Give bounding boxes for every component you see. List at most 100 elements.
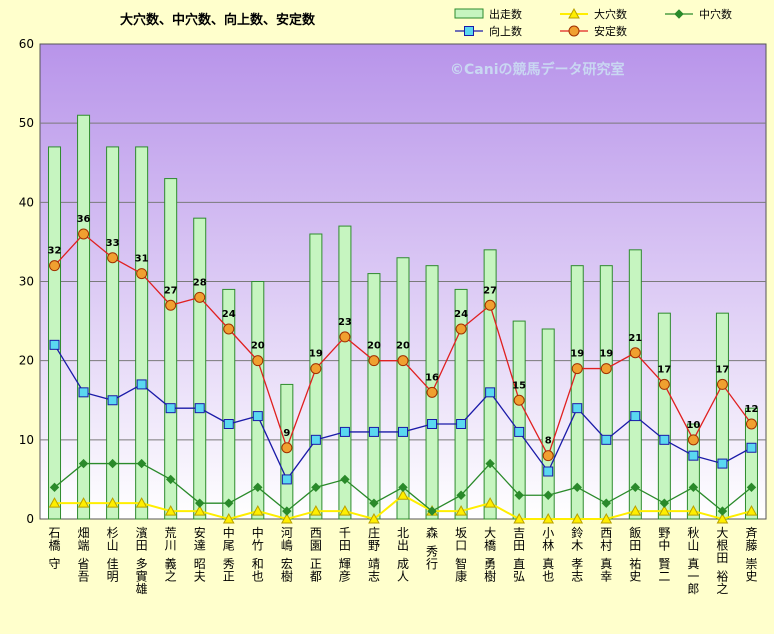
bar-shusso — [454, 288, 468, 520]
data-label-antei: 16 — [425, 372, 439, 383]
point-koujou — [601, 434, 612, 445]
bar-shusso — [309, 233, 323, 520]
legend-label: 大穴数 — [594, 7, 627, 21]
point-koujou — [746, 442, 757, 453]
point-daiana — [339, 505, 351, 516]
bar-shusso — [367, 273, 381, 520]
x-tick-label: 中尾 秀正 — [223, 525, 235, 584]
point-chuana — [78, 458, 89, 469]
legend-swatch-shusso — [454, 8, 484, 19]
point-chuana — [340, 474, 350, 485]
bar-shusso — [106, 146, 120, 520]
point-daiana — [368, 512, 380, 524]
point-daiana — [455, 505, 467, 516]
point-daiana — [542, 512, 555, 524]
point-chuana — [630, 482, 641, 493]
bar-shusso — [164, 178, 178, 520]
point-chuana — [369, 498, 379, 508]
point-daiana — [222, 512, 235, 524]
point-antei — [49, 260, 61, 272]
x-tick-label: 斉藤 崇史 — [745, 525, 757, 584]
y-tick-label: 50 — [19, 116, 34, 130]
point-daiana — [397, 489, 409, 500]
point-chuana — [601, 498, 611, 508]
point-chuana — [688, 482, 699, 493]
bar-shusso — [77, 114, 91, 520]
data-label-antei: 17 — [715, 364, 729, 375]
point-koujou — [281, 474, 292, 485]
point-chuana — [136, 458, 147, 469]
point-chuana — [253, 482, 263, 493]
point-chuana — [427, 506, 437, 516]
point-daiana — [135, 497, 148, 508]
data-label-antei: 10 — [686, 420, 700, 431]
point-daiana — [251, 505, 264, 516]
point-koujou — [107, 395, 118, 406]
point-koujou — [78, 387, 89, 398]
point-daiana — [193, 505, 206, 516]
data-label-antei: 24 — [222, 309, 236, 320]
bar-shusso — [48, 146, 62, 520]
bar-shusso — [570, 265, 584, 520]
point-chuana — [165, 474, 176, 485]
x-tick-label: 濱田 多實雄 — [136, 526, 148, 596]
point-antei — [368, 355, 380, 367]
bar-shusso — [715, 312, 729, 520]
point-chuana — [456, 490, 466, 500]
y-tick-label: 10 — [19, 433, 34, 447]
point-koujou — [485, 387, 496, 398]
x-tick-label: 安達 昭夫 — [194, 525, 206, 584]
point-daiana — [513, 512, 526, 524]
data-label-antei: 12 — [745, 404, 759, 415]
x-tick-label: 大根田 裕之 — [716, 526, 728, 596]
point-koujou — [368, 426, 379, 437]
point-koujou — [223, 419, 234, 429]
data-label-antei: 20 — [367, 341, 381, 352]
point-daiana — [629, 505, 642, 516]
point-daiana — [106, 497, 119, 508]
point-antei — [107, 252, 119, 264]
point-antei — [658, 378, 670, 390]
x-tick-label: 杉山 佳明 — [107, 526, 119, 584]
point-daiana — [571, 512, 584, 524]
bar-shusso — [686, 423, 700, 520]
point-antei — [194, 291, 206, 303]
legend-label: 安定数 — [594, 24, 627, 38]
point-koujou — [252, 411, 263, 422]
point-chuana — [514, 490, 524, 500]
point-chuana — [746, 482, 757, 493]
point-antei — [716, 378, 728, 390]
point-chuana — [311, 482, 321, 493]
point-koujou — [572, 403, 583, 414]
bar-shusso — [628, 249, 642, 520]
point-daiana — [164, 505, 177, 516]
data-label-antei: 9 — [283, 428, 290, 439]
point-antei — [310, 363, 322, 375]
x-tick-label: 坂口 智康 — [455, 526, 467, 584]
x-tick-label: 千田 輝彦 — [339, 526, 351, 584]
data-label-antei: 33 — [106, 238, 120, 249]
x-tick-label: 中竹 和也 — [252, 525, 264, 584]
point-daiana — [745, 505, 758, 516]
point-daiana — [687, 505, 700, 516]
point-antei — [223, 323, 235, 335]
point-koujou — [543, 466, 554, 477]
legend-label: 中穴数 — [699, 7, 732, 21]
x-tick-label: 鈴木 孝志 — [571, 525, 583, 584]
legend-marker-antei — [568, 25, 580, 37]
data-label-antei: 8 — [545, 436, 552, 447]
point-daiana — [716, 512, 729, 524]
point-koujou — [717, 458, 728, 469]
legend-label: 出走数 — [489, 7, 522, 21]
bar-shusso — [135, 146, 149, 520]
point-antei — [78, 228, 90, 240]
point-antei — [252, 355, 264, 367]
data-label-antei: 15 — [512, 380, 526, 391]
point-daiana — [600, 512, 613, 524]
point-daiana — [77, 497, 90, 508]
data-label-antei: 19 — [570, 349, 584, 360]
point-daiana — [658, 505, 671, 516]
y-tick-label: 30 — [19, 275, 34, 289]
point-antei — [136, 268, 148, 280]
